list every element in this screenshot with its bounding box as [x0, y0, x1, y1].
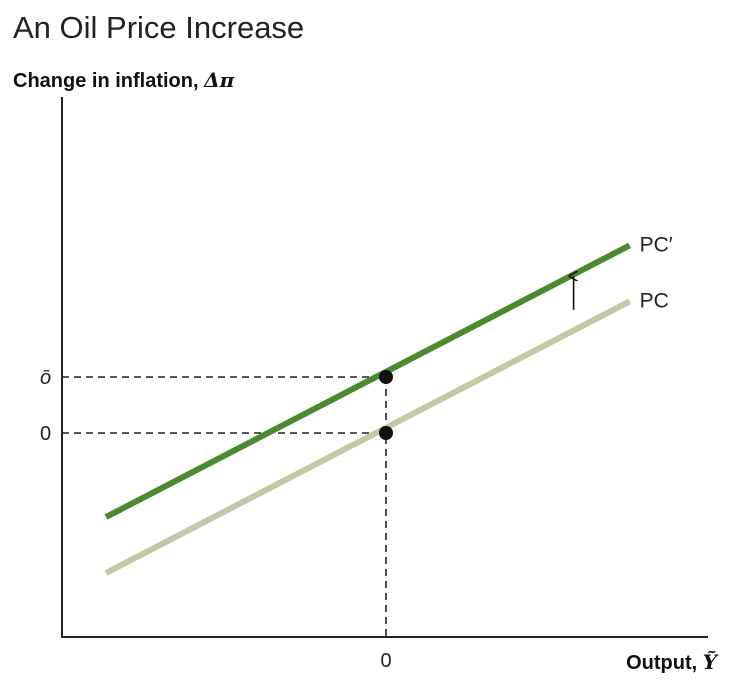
x-axis-label-text: Output,	[626, 652, 703, 674]
y-axis-label-text: Change in inflation,	[13, 70, 205, 92]
equilibrium-point-0	[379, 426, 393, 440]
y-tick-label-1: ō	[40, 367, 51, 389]
y-axis-label: Change in inflation, Δπ	[13, 68, 234, 93]
series-line-pc	[104, 298, 631, 576]
equilibrium-point-1	[379, 370, 393, 384]
series-label-pc: PC	[640, 289, 669, 312]
series-line-pc-prime	[104, 242, 631, 520]
x-axis-label-symbol: Ỹ	[702, 650, 717, 674]
x-tick-label-0: 0	[380, 650, 391, 672]
x-axis-label: Output, Ỹ	[626, 650, 717, 675]
y-axis-label-symbol: Δπ	[204, 68, 235, 92]
y-tick-label-0: 0	[40, 423, 51, 445]
chart-title: An Oil Price Increase	[13, 10, 305, 45]
series-label-pc-prime: PC′	[640, 233, 673, 256]
